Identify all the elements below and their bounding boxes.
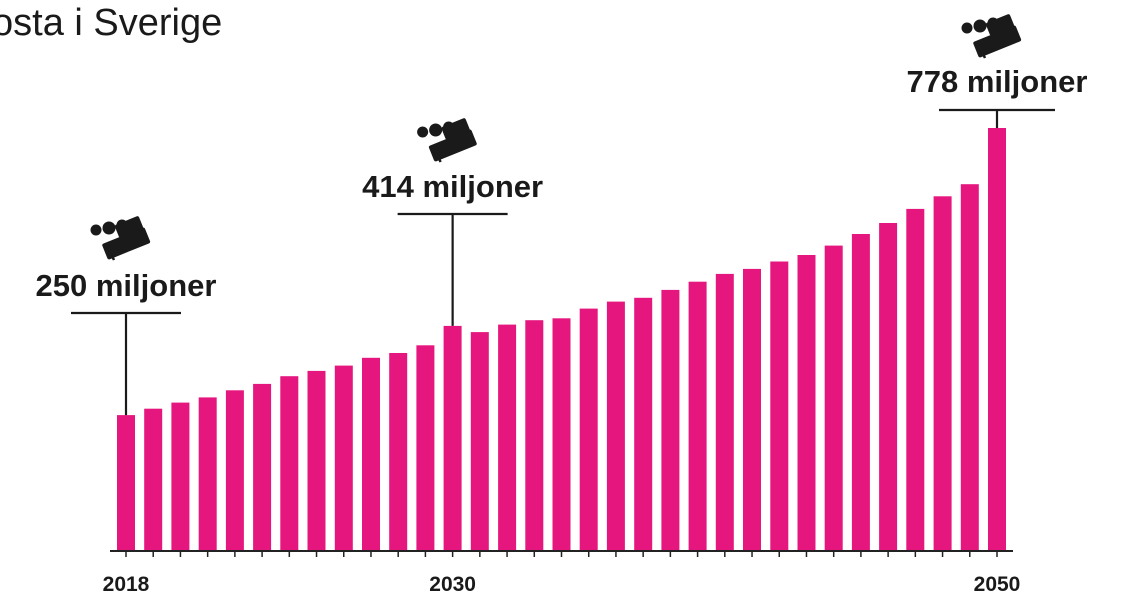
bars-group	[117, 128, 1006, 552]
bar-2039	[688, 281, 707, 551]
annotation-label: 250 miljoner	[36, 268, 217, 303]
bar-2036	[606, 301, 625, 551]
bar-2045	[851, 234, 870, 551]
x-tick-label-2030: 2030	[429, 573, 476, 596]
bar-2023	[253, 383, 272, 551]
bar-2050	[988, 128, 1006, 551]
bar-2029	[416, 345, 435, 551]
annotation-2050: 778 miljoner	[907, 14, 1088, 128]
bar-2044	[824, 245, 843, 551]
bar-2042	[770, 261, 789, 551]
bar-2037	[634, 297, 653, 551]
x-tick-label-2018: 2018	[103, 573, 150, 596]
bar-2043	[797, 255, 816, 551]
annotation-2030: 414 miljoner	[362, 118, 543, 326]
bar-2030	[443, 325, 462, 551]
bar-2049	[960, 184, 979, 551]
bar-2020	[171, 402, 190, 551]
bar-2018	[117, 415, 135, 551]
bar-2024	[280, 376, 299, 551]
chart-title: osta i Sverige	[0, 2, 223, 44]
bar-2028	[389, 353, 408, 551]
bar-2047	[906, 208, 925, 551]
x-axis: 2018 2030 2050	[103, 550, 1021, 596]
annotation-label: 414 miljoner	[362, 169, 543, 204]
bar-2025	[307, 370, 326, 551]
bar-2031	[470, 332, 489, 551]
bar-2040	[715, 273, 734, 551]
bar-2035	[579, 308, 598, 551]
bar-2027	[362, 357, 380, 551]
luggage-group-icon	[961, 14, 1022, 59]
annotation-2018: 250 miljoner	[36, 216, 217, 416]
bar-2026	[334, 365, 353, 551]
luggage-group-icon	[90, 216, 151, 261]
luggage-group-icon	[417, 118, 477, 163]
annotation-label: 778 miljoner	[907, 64, 1088, 99]
bar-2019	[144, 408, 163, 551]
annotations-group: 250 miljoner 414 miljoner 778 miljoner	[36, 14, 1088, 416]
bar-2022	[225, 390, 244, 551]
bar-2033	[525, 320, 544, 551]
bar-2046	[879, 223, 898, 551]
bar-2032	[498, 324, 517, 551]
x-tick-label-2050: 2050	[974, 573, 1021, 596]
bar-2041	[743, 268, 761, 551]
bar-2048	[933, 196, 952, 552]
bar-2038	[661, 289, 680, 551]
bar-2021	[198, 397, 217, 551]
bar-2034	[552, 318, 571, 551]
